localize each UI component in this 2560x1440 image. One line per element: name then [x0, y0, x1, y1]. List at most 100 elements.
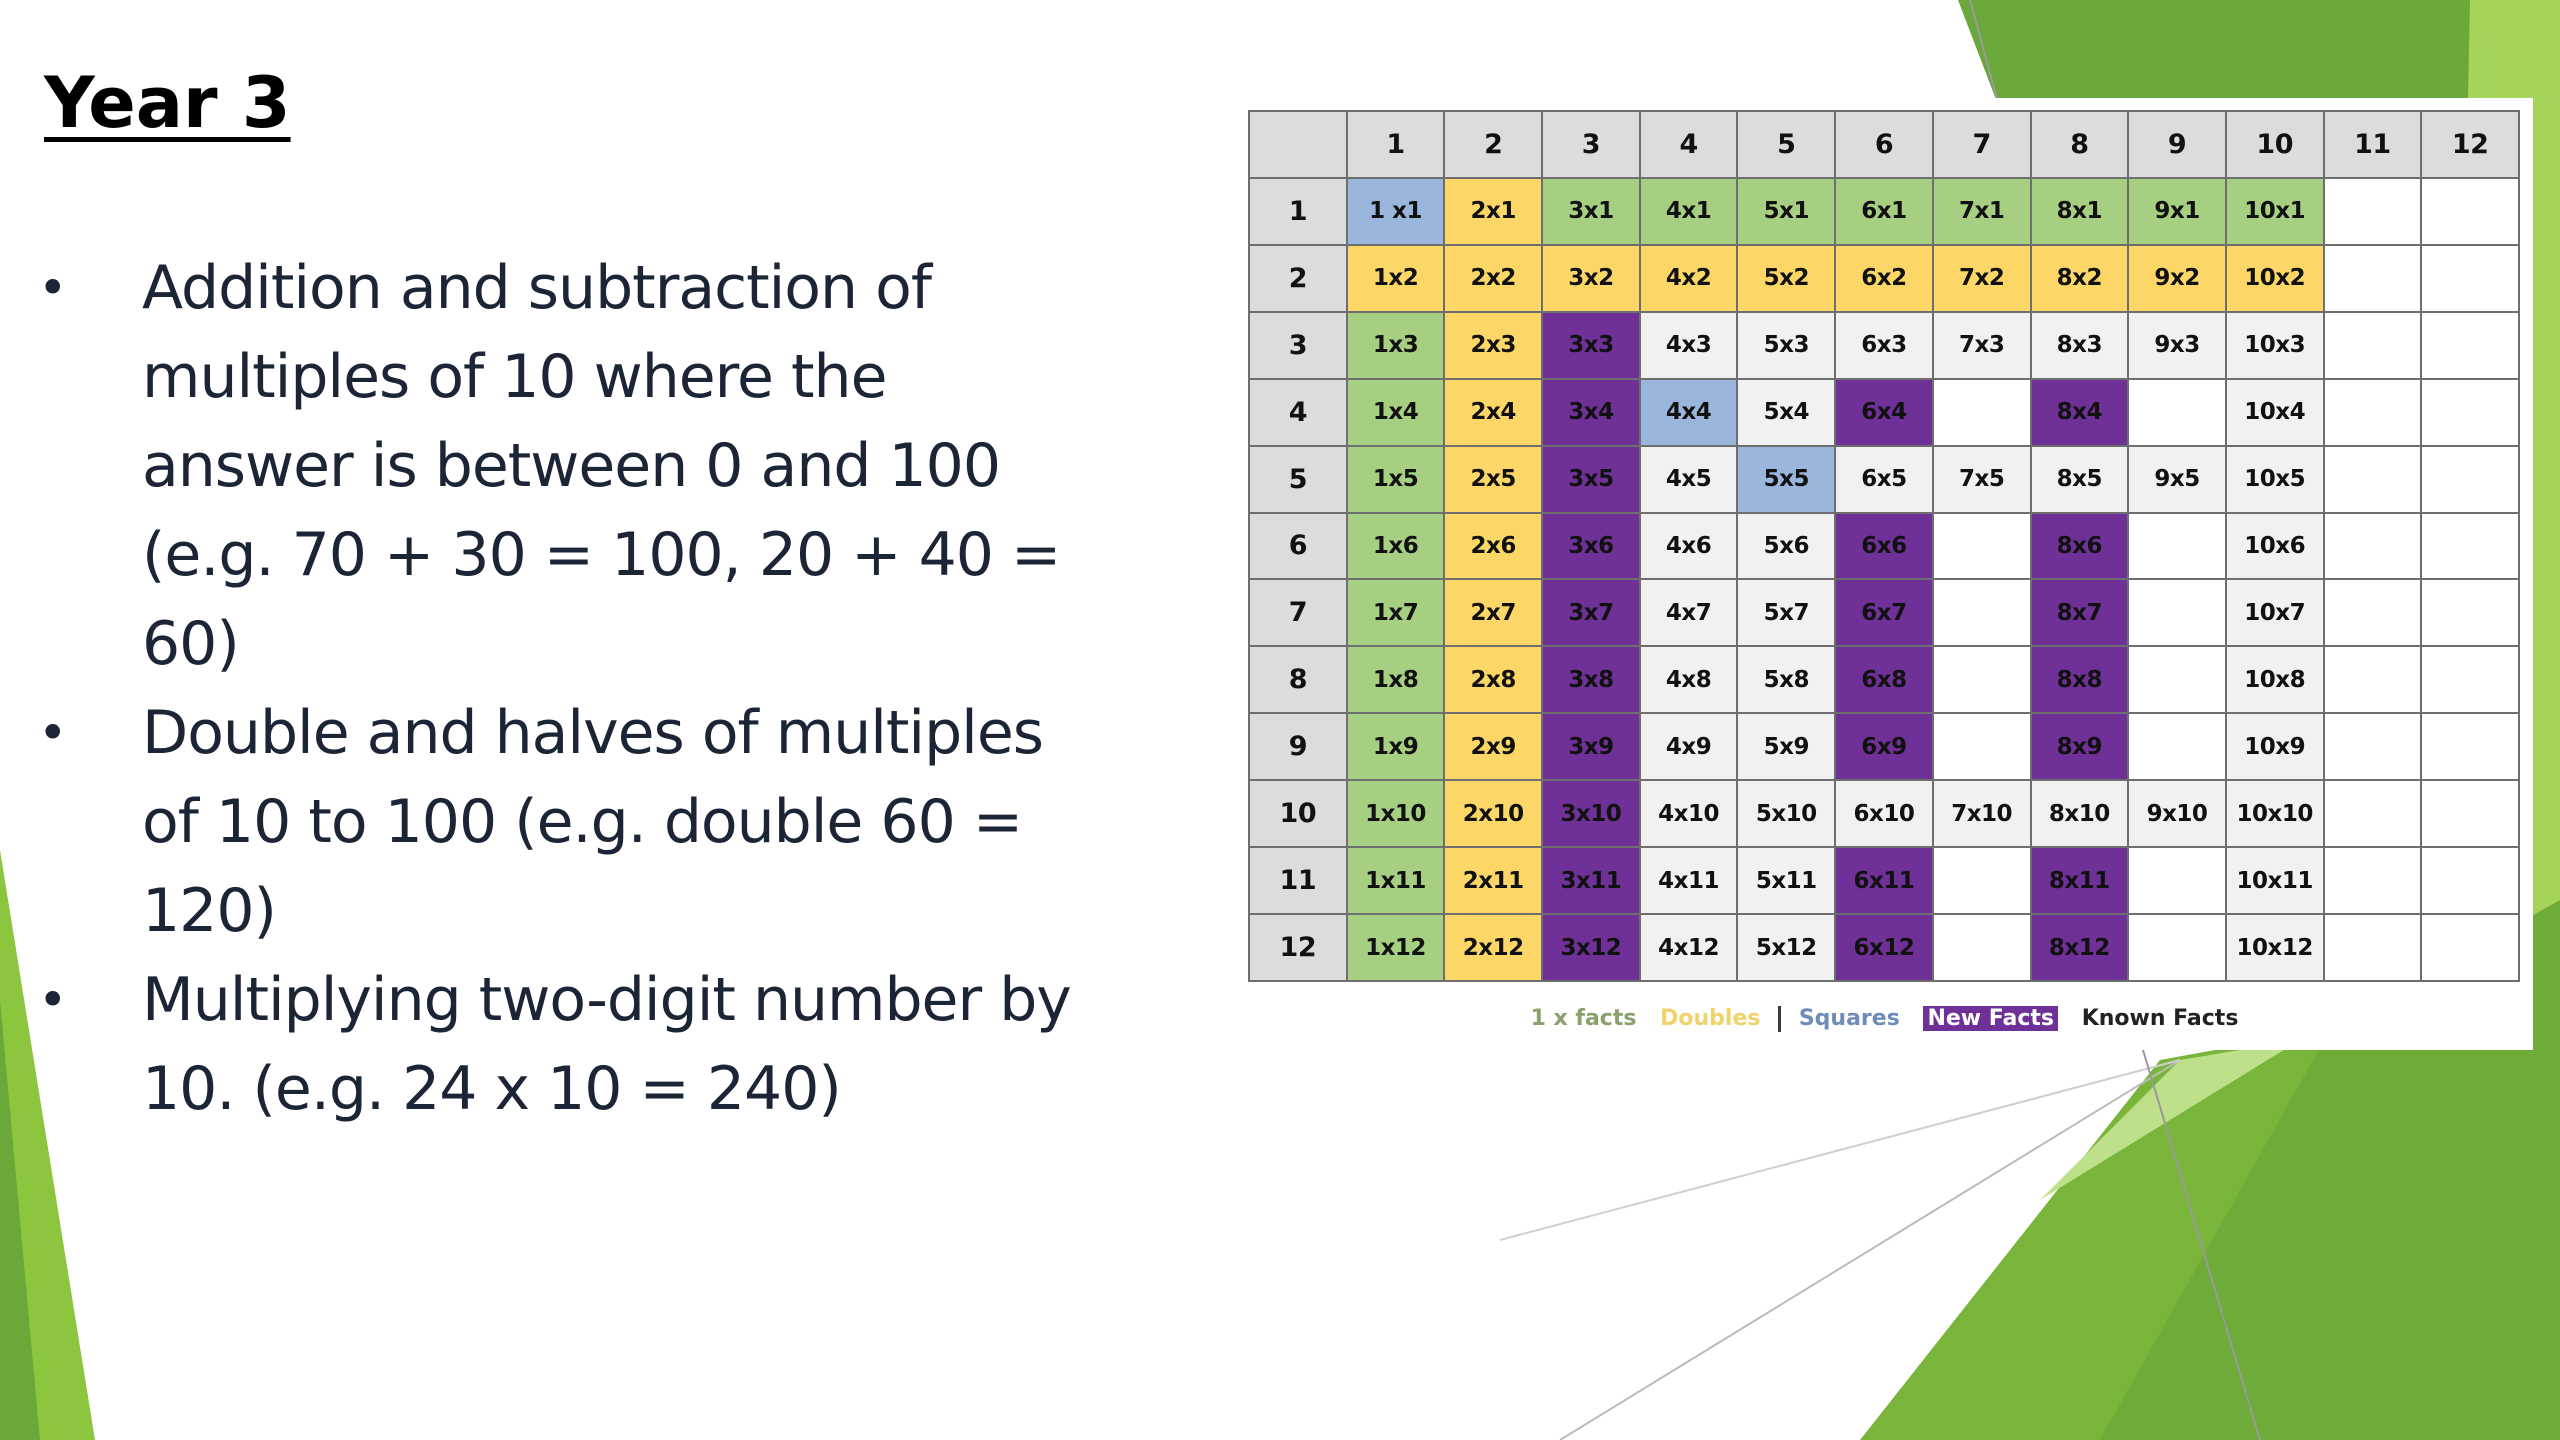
- table-row: 2 1x2 2x2 3x2 4x2 5x2 6x2 7x2 8x2 9x2 10x2: [1248, 243, 2520, 313]
- table-cell: 2x7: [1443, 578, 1544, 648]
- table-cell: 3x4: [1541, 377, 1641, 447]
- table-cell: 9x3: [2127, 310, 2227, 380]
- table-cell: [2420, 712, 2520, 782]
- table-cell: 9x2: [2127, 243, 2227, 313]
- table-cell: 2x8: [1443, 645, 1544, 715]
- table-cell: 3x9: [1541, 712, 1641, 782]
- bg-thin-line-2: [1499, 1059, 2181, 1241]
- table-cell: 4x4: [1638, 377, 1739, 447]
- table-cell: 3x5: [1541, 444, 1641, 514]
- table-cell: [1931, 846, 2032, 916]
- bullet-text-line: answer is between 0 and 100: [142, 431, 1001, 501]
- row-header: 2: [1248, 243, 1348, 313]
- table-cell: [2322, 176, 2423, 246]
- table-cell: 2x10: [1443, 779, 1544, 849]
- table-cell: 8x10: [2029, 779, 2130, 849]
- table-cell: [2420, 779, 2520, 849]
- table-cell: 1x10: [1345, 779, 1446, 849]
- table-cell: [2420, 310, 2520, 380]
- table-row: 7 1x7 2x7 3x7 4x7 5x7 6x7 8x7 10x7: [1248, 578, 2520, 648]
- row-header: 7: [1248, 578, 1348, 648]
- table-cell: 6x8: [1834, 645, 1934, 715]
- column-header: 11: [2322, 110, 2423, 179]
- table-cell: 5x6: [1736, 511, 1837, 581]
- table-cell: 8x6: [2029, 511, 2130, 581]
- table-cell: 6x9: [1834, 712, 1934, 782]
- table-cell: 5x12: [1736, 913, 1837, 982]
- table-cell: 7x1: [1931, 176, 2032, 246]
- legend-known-facts: Known Facts: [2081, 1006, 2239, 1031]
- table-cell: 1x8: [1345, 645, 1446, 715]
- table-cell: 5x8: [1736, 645, 1837, 715]
- table-cell: 6x7: [1834, 578, 1934, 648]
- table-cell: [2420, 645, 2520, 715]
- table-cell: 10x4: [2224, 377, 2325, 447]
- table-cell: 5x9: [1736, 712, 1837, 782]
- table-cell: 10x10: [2224, 779, 2325, 849]
- table-cell: 6x12: [1834, 913, 1934, 982]
- table-row: 8 1x8 2x8 3x8 4x8 5x8 6x8 8x8 10x8: [1248, 645, 2520, 715]
- bullet-list: • Addition and subtraction of multiples of…: [38, 244, 1158, 1134]
- table-cell: 1x9: [1345, 712, 1446, 782]
- row-header: 10: [1248, 779, 1348, 849]
- table-cell: [2127, 578, 2227, 648]
- table-cell: 10x9: [2224, 712, 2325, 782]
- table-cell: 10x11: [2224, 846, 2325, 916]
- table-cell: 2x2: [1443, 243, 1544, 313]
- table-cell: [2420, 176, 2520, 246]
- slide-title: Year 3: [44, 62, 291, 144]
- table-cell: [2127, 511, 2227, 581]
- table-cell: [2127, 712, 2227, 782]
- bullet-dot: •: [38, 704, 67, 762]
- table-cell: 5x2: [1736, 243, 1837, 313]
- table-cell: [1931, 578, 2032, 648]
- table-row: 6 1x6 2x6 3x6 4x6 5x6 6x6 8x6 10x6: [1248, 511, 2520, 581]
- table-cell: [2420, 913, 2520, 982]
- table-cell: [2322, 310, 2423, 380]
- row-header: 4: [1248, 377, 1348, 447]
- table-cell: 5x11: [1736, 846, 1837, 916]
- table-cell: [1931, 645, 2032, 715]
- table-cell: [2322, 511, 2423, 581]
- table-cell: 3x1: [1541, 176, 1641, 246]
- table-cell: 10x5: [2224, 444, 2325, 514]
- table-cell: [2322, 444, 2423, 514]
- table-cell: [2420, 846, 2520, 916]
- table-cell: 8x2: [2029, 243, 2130, 313]
- column-header: 2: [1443, 110, 1544, 179]
- row-header: 1: [1248, 176, 1348, 246]
- column-header: 12: [2420, 110, 2520, 179]
- table-cell: 10x6: [2224, 511, 2325, 581]
- table-cell: 8x11: [2029, 846, 2130, 916]
- table-cell: 4x8: [1638, 645, 1739, 715]
- table-cell: [2420, 377, 2520, 447]
- row-header: 12: [1248, 913, 1348, 982]
- table-cell: 4x9: [1638, 712, 1739, 782]
- legend-1x-facts: 1 x facts: [1530, 1006, 1637, 1031]
- bullet-item: • Multiplying two-digit number by 10. (e.g…: [38, 956, 1158, 1134]
- column-header: 3: [1541, 110, 1641, 179]
- table-cell: 2x3: [1443, 310, 1544, 380]
- bg-shape-topright-dark: [1958, 0, 2560, 130]
- table-cell: 5x5: [1736, 444, 1837, 514]
- table-cell: 9x5: [2127, 444, 2227, 514]
- table-cell: 8x3: [2029, 310, 2130, 380]
- legend-separator: [1778, 1006, 1782, 1032]
- table-cell: 2x12: [1443, 913, 1544, 982]
- table-cell: 2x6: [1443, 511, 1544, 581]
- table-cell: 3x10: [1541, 779, 1641, 849]
- column-header: 9: [2127, 110, 2227, 179]
- table-cell: [2420, 444, 2520, 514]
- table-row: 3 1x3 2x3 3x3 4x3 5x3 6x3 7x3 8x3 9x3 10x3: [1248, 310, 2520, 380]
- table-cell: 5x4: [1736, 377, 1837, 447]
- table-cell: 1x5: [1345, 444, 1446, 514]
- table-cell: 4x5: [1638, 444, 1739, 514]
- table-cell: 8x4: [2029, 377, 2130, 447]
- table-cell: [2420, 578, 2520, 648]
- bullet-text-line: 10. (e.g. 24 x 10 = 240): [142, 1054, 842, 1124]
- table-cell: 2x1: [1443, 176, 1544, 246]
- legend-new-facts: New Facts: [1923, 1006, 2059, 1031]
- bg-thin-line-3: [2139, 1039, 2261, 1440]
- legend: 1 x facts Doubles Squares New Facts Know…: [1236, 1006, 2533, 1032]
